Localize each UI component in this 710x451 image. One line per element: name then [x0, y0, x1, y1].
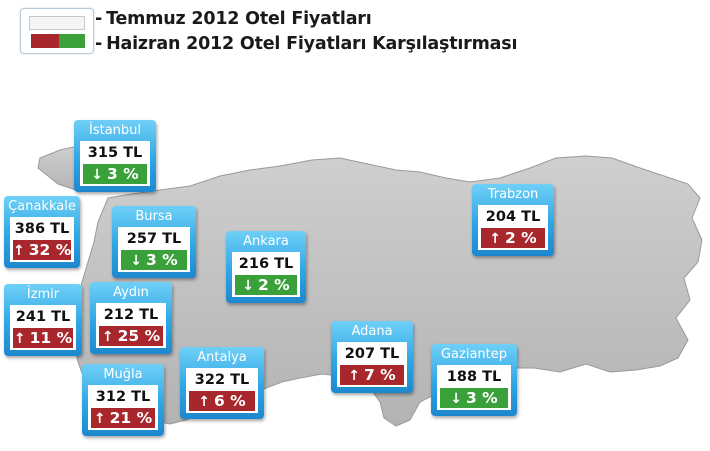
city-name: Antalya: [197, 350, 247, 365]
legend-swatch-current: [29, 16, 85, 30]
city-price: 204 TL: [485, 209, 541, 225]
city-card-ankara[interactable]: Ankara 216 TL ↓ 2 %: [226, 231, 306, 303]
legend-label-comparison: Haizran 2012 Otel Fiyatları Karşılaştırm…: [106, 34, 518, 54]
city-name: İstanbul: [88, 123, 141, 138]
legend-item-comparison: - Haizran 2012 Otel Fiyatları Karşılaştır…: [95, 34, 517, 54]
city-price: 315 TL: [87, 145, 143, 161]
city-price-panel: 386 TL ↑ 32 %: [10, 217, 74, 262]
legend-swatch-increase: [31, 34, 59, 48]
city-name: Muğla: [103, 367, 143, 382]
city-card-aydin[interactable]: Aydın 212 TL ↑ 25 %: [90, 282, 172, 354]
arrow-up-icon: ↑: [93, 411, 106, 427]
city-card-trabzon[interactable]: Trabzon 204 TL ↑ 2 %: [472, 184, 554, 256]
city-price-panel: 188 TL ↓ 3 %: [437, 365, 511, 410]
city-name: Adana: [351, 324, 393, 339]
city-price-panel: 312 TL ↑ 21 %: [88, 385, 158, 430]
city-name: Trabzon: [487, 187, 539, 202]
city-price: 241 TL: [15, 309, 71, 325]
city-price: 386 TL: [14, 221, 70, 237]
city-price-panel: 216 TL ↓ 2 %: [232, 252, 300, 297]
price-change-value: 7 %: [364, 366, 396, 384]
price-change-value: 3 %: [466, 389, 498, 407]
city-price: 312 TL: [95, 389, 151, 405]
arrow-down-icon: ↓: [91, 167, 103, 183]
price-change-badge: ↑ 2 %: [481, 228, 545, 248]
city-price-panel: 241 TL ↑ 11 %: [10, 305, 76, 350]
price-change-badge: ↑ 21 %: [91, 408, 155, 428]
price-change-value: 32 %: [28, 241, 72, 259]
legend-dash: -: [95, 9, 103, 29]
city-price: 322 TL: [194, 372, 250, 388]
arrow-down-icon: ↓: [450, 391, 462, 407]
price-change-value: 3 %: [146, 251, 178, 269]
price-change-badge: ↑ 7 %: [340, 365, 404, 385]
price-change-badge: ↓ 3 %: [440, 388, 508, 408]
city-card-gaziantep[interactable]: Gaziantep 188 TL ↓ 3 %: [431, 344, 517, 416]
city-card-canakkale[interactable]: Çanakkale 386 TL ↑ 32 %: [4, 196, 80, 268]
price-change-value: 3 %: [107, 165, 139, 183]
city-card-mugla[interactable]: Muğla 312 TL ↑ 21 %: [82, 364, 164, 436]
legend-label-current: Temmuz 2012 Otel Fiyatları: [106, 9, 372, 29]
arrow-up-icon: ↑: [489, 231, 501, 247]
price-change-badge: ↑ 25 %: [99, 326, 163, 346]
price-change-value: 2 %: [505, 229, 537, 247]
price-change-badge: ↑ 11 %: [13, 328, 73, 348]
city-card-antalya[interactable]: Antalya 322 TL ↑ 6 %: [180, 347, 264, 419]
arrow-up-icon: ↑: [13, 243, 25, 259]
city-name: İzmir: [26, 287, 60, 302]
city-price: 188 TL: [446, 369, 502, 385]
city-price-panel: 204 TL ↑ 2 %: [478, 205, 548, 250]
city-card-adana[interactable]: Adana 207 TL ↑ 7 %: [331, 321, 413, 393]
city-price: 212 TL: [103, 307, 159, 323]
city-name: Aydın: [113, 285, 149, 300]
city-name: Çanakkale: [8, 199, 76, 214]
arrow-up-icon: ↑: [348, 368, 360, 384]
city-price: 207 TL: [344, 346, 400, 362]
city-name: Gaziantep: [440, 347, 508, 362]
city-price-panel: 257 TL ↓ 3 %: [118, 227, 190, 272]
city-price-panel: 212 TL ↑ 25 %: [96, 303, 166, 348]
legend-dash: -: [95, 34, 103, 54]
arrow-down-icon: ↓: [242, 278, 254, 294]
price-change-value: 21 %: [109, 409, 153, 427]
price-change-badge: ↓ 3 %: [83, 164, 147, 184]
city-price-panel: 207 TL ↑ 7 %: [337, 342, 407, 387]
city-card-izmir[interactable]: İzmir 241 TL ↑ 11 %: [4, 284, 82, 356]
city-price-panel: 322 TL ↑ 6 %: [186, 368, 258, 413]
arrow-up-icon: ↑: [13, 331, 26, 347]
arrow-down-icon: ↓: [130, 253, 142, 269]
legend-swatch-decrease: [59, 34, 85, 48]
city-price-panel: 315 TL ↓ 3 %: [80, 141, 150, 186]
price-change-value: 6 %: [214, 392, 246, 410]
city-price: 257 TL: [126, 231, 182, 247]
price-change-value: 11 %: [29, 329, 73, 347]
city-price: 216 TL: [238, 256, 294, 272]
city-card-bursa[interactable]: Bursa 257 TL ↓ 3 %: [112, 206, 196, 278]
price-change-badge: ↓ 2 %: [235, 275, 297, 295]
legend-item-current: - Temmuz 2012 Otel Fiyatları: [95, 9, 372, 29]
price-change-badge: ↓ 3 %: [121, 250, 187, 270]
city-name: Bursa: [135, 209, 173, 224]
arrow-up-icon: ↑: [198, 394, 210, 410]
price-change-value: 25 %: [117, 327, 161, 345]
price-change-badge: ↑ 6 %: [189, 391, 255, 411]
city-card-istanbul[interactable]: İstanbul 315 TL ↓ 3 %: [74, 120, 156, 192]
arrow-up-icon: ↑: [101, 329, 114, 345]
price-change-value: 2 %: [258, 276, 290, 294]
legend-swatch: [20, 8, 94, 54]
price-change-badge: ↑ 32 %: [13, 240, 71, 260]
city-name: Ankara: [243, 234, 289, 249]
